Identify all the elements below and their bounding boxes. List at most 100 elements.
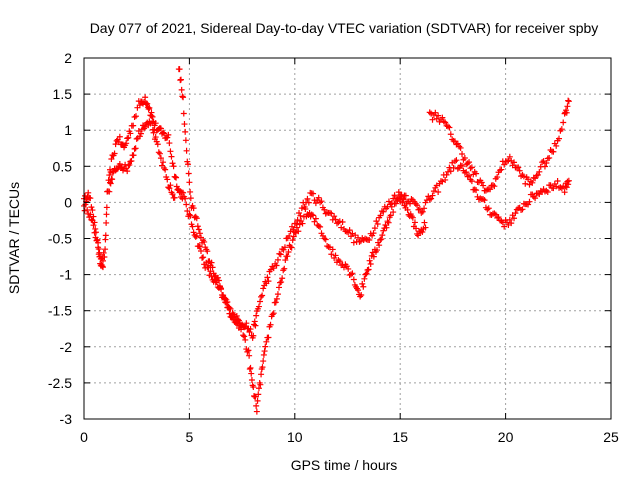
data-point-marker [149,119,156,126]
data-point-marker [190,229,197,236]
data-point-marker [248,370,255,377]
data-point-marker [447,168,454,175]
data-point-marker [293,224,300,231]
data-point-marker [403,200,410,207]
data-point-marker [111,150,118,157]
data-point-marker [296,221,303,228]
data-point-marker [167,182,174,189]
data-point-marker [473,170,480,177]
data-point-marker [92,225,99,232]
data-point-marker [295,228,302,235]
y-tick-label: -2.5 [48,375,72,391]
data-point-marker [185,170,192,177]
data-point-marker [495,214,502,221]
data-point-marker [160,129,167,136]
data-point-marker [520,173,527,180]
data-point-marker [293,220,300,227]
data-point-marker [167,148,174,155]
y-tick-label: 0.5 [53,158,73,174]
data-point-marker [358,291,365,298]
data-point-marker [450,164,457,171]
data-point-marker [447,131,454,138]
data-point-marker [258,293,265,300]
data-point-marker [136,102,143,109]
data-point-marker [88,204,95,211]
data-point-marker [419,208,426,215]
data-point-marker [145,106,152,113]
data-point-marker [125,134,132,141]
data-point-marker [288,223,295,230]
data-point-marker [114,165,121,172]
data-point-marker [87,211,94,218]
data-point-marker [487,186,494,193]
data-point-marker [369,249,376,256]
data-point-marker [339,219,346,226]
data-point-marker [142,123,149,130]
data-point-marker [409,214,416,221]
data-point-marker [128,157,135,164]
data-point-marker [183,201,190,208]
data-point-marker [93,237,100,244]
y-tick-label: -1.5 [48,303,72,319]
data-point-marker [171,194,178,201]
data-point-marker [281,265,288,272]
data-point-marker [183,147,190,154]
data-point-marker [328,251,335,258]
data-point-marker [161,130,168,137]
data-point-marker [260,285,267,292]
data-point-marker [89,207,96,214]
data-point-marker [243,320,250,327]
data-point-marker [305,199,312,206]
data-point-marker [277,251,284,258]
data-point-marker [315,194,322,201]
data-point-marker [411,219,418,226]
data-point-marker [291,229,298,236]
data-point-marker [270,265,277,272]
data-point-marker [267,321,274,328]
data-point-marker [253,312,260,319]
data-point-marker [435,188,442,195]
data-point-marker [254,397,261,404]
data-point-marker [478,179,485,186]
data-point-marker [361,275,368,282]
data-point-marker [181,121,188,128]
data-point-marker [132,113,139,120]
data-point-marker [459,162,466,169]
data-point-marker [214,274,221,281]
data-point-marker [112,141,119,148]
data-point-marker [157,155,164,162]
data-point-marker [196,243,203,250]
data-point-marker [287,243,294,250]
data-point-marker [290,233,297,240]
data-point-marker [193,232,200,239]
data-point-marker [416,205,423,212]
data-point-marker [187,195,194,202]
data-point-marker [230,311,237,318]
data-point-marker [109,176,116,183]
data-point-marker [149,113,156,120]
data-point-marker [172,173,179,180]
data-point-marker [536,168,543,175]
data-point-marker [180,189,187,196]
data-point-marker [463,169,470,176]
chart-title: Day 077 of 2021, Sidereal Day-to-day VTE… [90,20,599,36]
data-point-marker [494,174,501,181]
data-point-marker [336,258,343,265]
data-point-marker [102,246,109,253]
data-point-marker [304,195,311,202]
data-point-marker [346,227,353,234]
data-point-marker [400,196,407,203]
x-tick-label: 15 [392,429,408,445]
data-point-marker [130,122,137,129]
data-point-marker [278,279,285,286]
data-point-marker [377,212,384,219]
data-point-marker [382,222,389,229]
data-point-marker [106,188,113,195]
data-point-marker [362,271,369,278]
data-point-marker [522,180,529,187]
data-point-marker [180,110,187,117]
data-point-marker [508,220,515,227]
data-point-marker [184,158,191,165]
data-point-marker [240,332,247,339]
x-tick-label: 10 [287,429,303,445]
